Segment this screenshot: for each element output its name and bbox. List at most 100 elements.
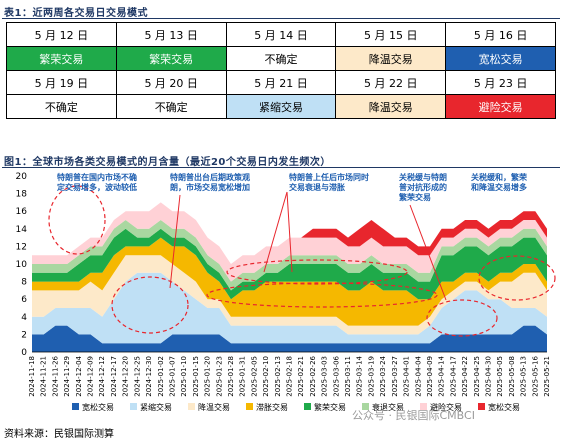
figure-title-rule bbox=[2, 167, 560, 168]
x-tick-label: 2025-05-21 bbox=[543, 356, 551, 397]
legend-label: 紧缩交易 bbox=[140, 402, 172, 412]
calendar-mode-cell: 宽松交易 bbox=[445, 46, 556, 71]
calendar-mode-cell: 降温交易 bbox=[335, 46, 447, 71]
x-tick-label: 2024-11-21 bbox=[40, 356, 48, 397]
annotation-pointer bbox=[409, 204, 447, 301]
figure-title: 图1：全球市场各类交易模式的月含量（最近20个交易日内发生频次） bbox=[4, 157, 331, 168]
x-tick-label: 2025-03-03 bbox=[321, 356, 329, 397]
x-tick-label: 2025-05-16 bbox=[531, 355, 539, 396]
calendar-date-cell: 5 月 20 日 bbox=[115, 70, 227, 95]
table-title: 表1：近两周各交易日交易模式 bbox=[4, 8, 148, 19]
x-tick-label: 2025-03-27 bbox=[391, 356, 399, 397]
series-area-3 bbox=[32, 237, 547, 326]
legend-swatch bbox=[478, 403, 485, 410]
x-tick-label: 2024-12-09 bbox=[87, 356, 95, 397]
y-tick-label: 0 bbox=[21, 348, 27, 358]
x-tick-label: 2025-05-08 bbox=[508, 356, 516, 397]
legend-swatch bbox=[362, 403, 369, 410]
annotation-ellipse bbox=[111, 276, 189, 334]
annotation-pointer bbox=[263, 191, 288, 273]
annotation-ellipse bbox=[226, 259, 408, 285]
x-tick-label: 2025-04-30 bbox=[484, 356, 492, 397]
calendar-date-cell: 5 月 14 日 bbox=[225, 22, 337, 47]
calendar-mode-cell: 紧缩交易 bbox=[225, 94, 337, 119]
y-tick-label: 12 bbox=[16, 242, 27, 252]
series-area-1 bbox=[32, 272, 547, 344]
annotation-text: 特朗普上任后市场同时交易衰退与滞胀 bbox=[289, 172, 369, 192]
x-tick-label: 2025-01-31 bbox=[239, 356, 247, 397]
calendar-date-cell: 5 月 21 日 bbox=[225, 70, 337, 95]
chart-container: 0 2 4 6 8 10 12 14 16 18 20 2024-11-18 2024-11-21 202… bbox=[2, 170, 560, 424]
x-tick-label: 2025-02-05 bbox=[250, 356, 258, 397]
calendar-mode-cell: 不确定 bbox=[225, 46, 337, 71]
legend-swatch bbox=[304, 403, 311, 410]
series-area-4 bbox=[32, 228, 547, 300]
legend-label: 滞胀交易 bbox=[256, 402, 288, 412]
calendar-date-cell: 5 月 15 日 bbox=[335, 22, 447, 47]
legend-label: 宽松交易 bbox=[82, 402, 114, 412]
x-tick-label: 2025-01-15 bbox=[192, 356, 200, 397]
legend-label: 避险交易 bbox=[430, 402, 462, 412]
x-tick-label: 2025-03-06 bbox=[332, 355, 340, 396]
x-tick-label: 2024-11-18 bbox=[28, 356, 36, 397]
annotation-pointer bbox=[286, 191, 293, 273]
y-tick-label: 10 bbox=[16, 260, 28, 270]
x-tick-label: 2025-03-11 bbox=[344, 356, 352, 397]
y-tick-label: 16 bbox=[16, 207, 28, 217]
y-tick-label: 2 bbox=[21, 330, 27, 340]
x-tick-label: 2025-04-17 bbox=[449, 356, 457, 397]
x-tick-label: 2025-02-13 bbox=[274, 356, 282, 397]
annotation-text: 关税缓和，繁荣和降温交易增多 bbox=[471, 172, 527, 192]
calendar-mode-cell: 不确定 bbox=[115, 94, 227, 119]
watermark: 公众号 · 民银国际CMBCI bbox=[352, 409, 475, 422]
x-tick-label: 2025-01-07 bbox=[168, 356, 176, 397]
legend-label: 降温交易 bbox=[198, 402, 230, 412]
annotation-ellipse bbox=[48, 185, 106, 255]
x-tick-label: 2025-01-28 bbox=[227, 356, 235, 397]
x-tick-label: 2025-04-22 bbox=[461, 356, 469, 397]
y-tick-label: 20 bbox=[16, 172, 28, 182]
legend-swatch bbox=[246, 403, 253, 410]
legend-swatch bbox=[188, 403, 195, 410]
x-tick-label: 2025-04-09 bbox=[426, 356, 434, 397]
calendar-date-cell: 5 月 13 日 bbox=[115, 22, 227, 47]
legend-swatch bbox=[130, 403, 137, 410]
x-tick-label: 2025-03-24 bbox=[379, 355, 387, 396]
calendar-date-cell: 5 月 19 日 bbox=[6, 70, 117, 95]
x-tick-label: 2024-12-20 bbox=[122, 356, 130, 397]
y-tick-label: 6 bbox=[21, 295, 27, 305]
y-tick-label: 18 bbox=[16, 190, 28, 200]
x-tick-label: 2024-12-30 bbox=[145, 356, 153, 397]
calendar-mode-cell: 避险交易 bbox=[445, 94, 556, 119]
x-tick-label: 2025-03-19 bbox=[367, 356, 375, 397]
y-tick-label: 4 bbox=[21, 313, 27, 323]
legend-label: 繁荣交易 bbox=[314, 402, 346, 412]
calendar-date-cell: 5 月 22 日 bbox=[335, 70, 447, 95]
x-tick-label: 2024-12-25 bbox=[133, 356, 141, 397]
x-tick-label: 2025-04-14 bbox=[438, 355, 446, 396]
series-area-2 bbox=[32, 255, 547, 335]
annotation-ellipse bbox=[426, 299, 498, 337]
x-tick-label: 2024-12-04 bbox=[75, 355, 83, 396]
series-area-0 bbox=[32, 325, 547, 352]
calendar-mode-cell: 不确定 bbox=[6, 94, 117, 119]
legend-label: 宽松交易 bbox=[488, 402, 520, 412]
series-area-7 bbox=[32, 202, 547, 264]
calendar-mode-cell: 繁荣交易 bbox=[115, 46, 227, 71]
x-tick-label: 2024-12-17 bbox=[110, 356, 118, 397]
annotation-text: 特朗普出台后期政策观朗，市场交易宽松增加 bbox=[170, 172, 250, 192]
annotation-ellipse bbox=[206, 282, 438, 308]
source-note: 资料来源：民银国际测算 bbox=[4, 429, 114, 440]
x-tick-label: 2025-02-18 bbox=[286, 356, 294, 397]
calendar-mode-cell: 繁荣交易 bbox=[6, 46, 117, 71]
legend-swatch bbox=[420, 403, 427, 410]
calendar-mode-cell: 降温交易 bbox=[335, 94, 447, 119]
x-tick-label: 2025-01-20 bbox=[204, 356, 212, 397]
annotation-pointer bbox=[169, 194, 181, 289]
x-tick-label: 2025-04-01 bbox=[403, 356, 411, 397]
legend-label: 衰退交易 bbox=[372, 402, 404, 412]
